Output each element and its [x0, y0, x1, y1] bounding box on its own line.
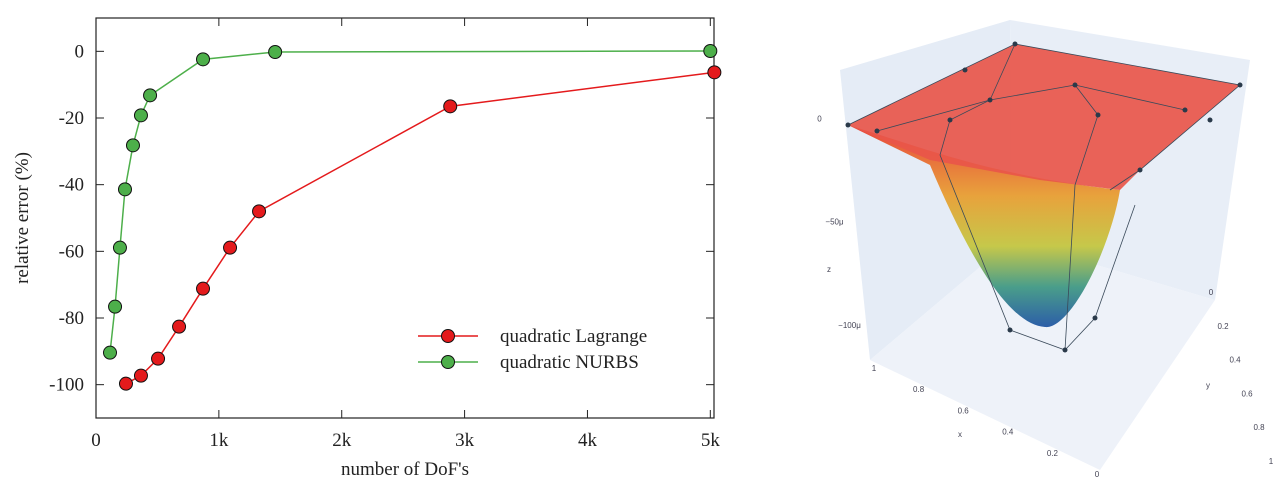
data-point: [103, 345, 118, 360]
control-points: [845, 41, 1243, 353]
data-point: [112, 240, 127, 255]
data-point: [117, 182, 132, 197]
x-tick-label: 5k: [701, 430, 721, 451]
x-axis-label: number of DoF's: [341, 459, 469, 480]
data-point: [151, 351, 166, 366]
legend-label: quadratic Lagrange: [500, 326, 647, 347]
y-tick-label: -80: [59, 308, 84, 329]
y-tick-label: -100: [49, 375, 84, 396]
surface-top: [848, 44, 1240, 190]
z-tick-label: 0: [817, 114, 822, 123]
y-tick-label: 0: [1209, 288, 1214, 297]
x-tick-label: 0.6: [958, 406, 970, 415]
x-tick-label: 1k: [209, 430, 229, 451]
legend-label: quadratic NURBS: [500, 352, 639, 373]
x-tick-label: 0: [91, 430, 101, 451]
bowl: [848, 125, 1120, 328]
x-tick-label: 3k: [455, 430, 475, 451]
data-point: [196, 281, 211, 296]
x-tick-label: 2k: [332, 430, 352, 451]
data-point: [108, 299, 123, 314]
y-axis-label: y: [1206, 381, 1210, 390]
data-point: [133, 108, 148, 123]
data-point: [443, 99, 458, 114]
legend-marker: [441, 355, 455, 369]
line-chart: number of DoF's relative error (%) 0 1k 2k…: [12, 17, 722, 480]
data-point: [125, 138, 140, 153]
data-point: [172, 319, 187, 334]
y-tick-label: 0.2: [1217, 322, 1229, 331]
x-tick-label: 0.4: [1002, 428, 1014, 437]
floor-pane: [870, 240, 1215, 470]
y-tick-label: -20: [59, 108, 84, 129]
x-tick-label: 0: [1095, 470, 1100, 479]
y-tick-label: 1: [1269, 457, 1274, 466]
plot-frame: [95, 17, 715, 419]
x-tick-label: 1: [872, 364, 877, 373]
y-tick-label: 0.4: [1229, 356, 1241, 365]
y-tick-label: 0: [75, 41, 85, 62]
z-tick-label: −50μ: [825, 218, 844, 227]
legend-marker: [441, 329, 455, 343]
data-point: [118, 376, 133, 391]
x-tick-label: 4k: [578, 430, 598, 451]
z-axis-label: z: [827, 265, 831, 274]
z-tick-label: −100μ: [838, 321, 861, 330]
surface-chart: 0 0.2 0.4 0.6 0.8 1 x 0 0.2 0.4 0.6 0.8 1 y 0 −50μ −100μ…: [817, 20, 1274, 479]
series-line: [109, 50, 711, 353]
y-tick-label: -60: [59, 241, 84, 262]
data-point: [133, 368, 148, 383]
x-tick-label: 0.8: [913, 385, 925, 394]
y-tick-label: 0.8: [1253, 423, 1265, 432]
data-point: [143, 88, 158, 103]
data-point: [223, 240, 238, 255]
y-tick-label: 0.6: [1241, 389, 1253, 398]
y-axis-label: relative error (%): [12, 152, 33, 284]
data-point: [196, 52, 211, 67]
data-point: [703, 44, 718, 58]
data-point: [268, 45, 283, 59]
data-point: [707, 65, 722, 80]
data-point: [252, 204, 267, 219]
x-tick-label: 0.2: [1047, 449, 1059, 458]
x-axis-label: x: [958, 430, 962, 439]
y-tick-label: -40: [59, 175, 84, 196]
